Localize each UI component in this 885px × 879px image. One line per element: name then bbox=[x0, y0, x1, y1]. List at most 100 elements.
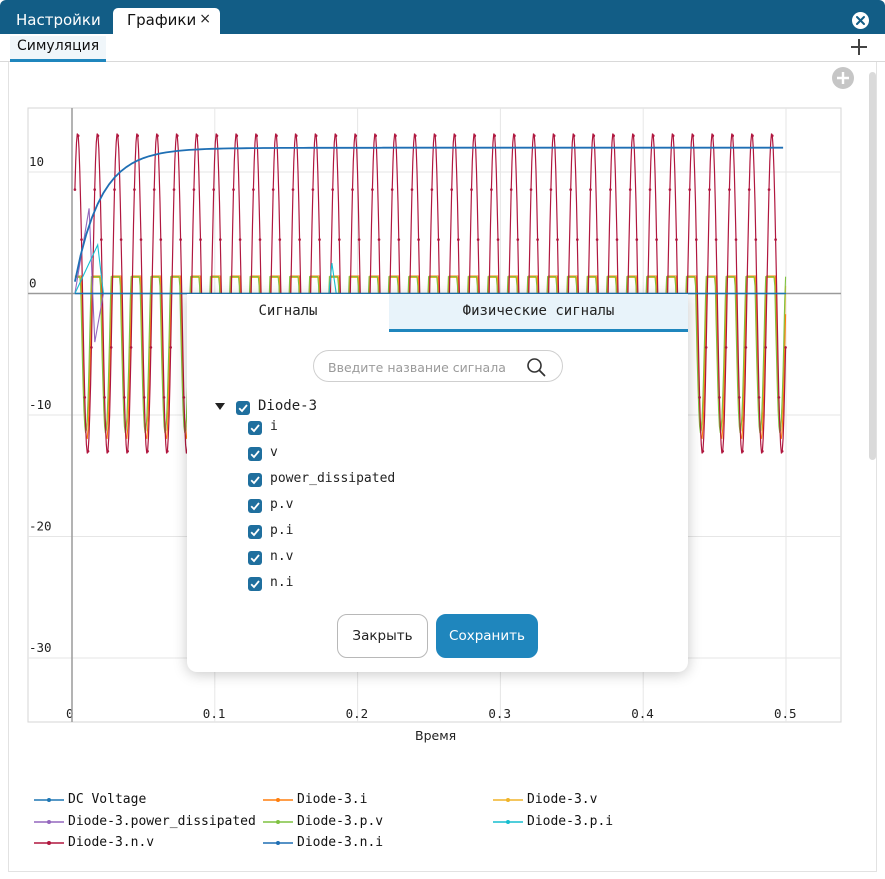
data-point-n-v bbox=[721, 450, 724, 453]
data-point-n-v bbox=[149, 346, 153, 349]
data-point-n-v bbox=[476, 238, 480, 241]
legend-swatch bbox=[263, 798, 293, 802]
data-point-n-v bbox=[453, 134, 457, 137]
data-point-n-v bbox=[688, 188, 691, 191]
data-point-n-v bbox=[496, 238, 500, 241]
data-point-n-v bbox=[417, 238, 420, 241]
add-tab-icon[interactable] bbox=[849, 37, 869, 57]
data-point-n-v bbox=[258, 238, 262, 241]
data-point-n-v bbox=[655, 238, 658, 241]
x-tick-label: 0.1 bbox=[203, 706, 226, 721]
data-point-n-v bbox=[298, 238, 301, 241]
data-point-n-v bbox=[509, 188, 513, 191]
legend-label: DC Voltage bbox=[68, 792, 147, 807]
data-point-n-v bbox=[774, 238, 777, 241]
data-point-n-v bbox=[199, 238, 202, 241]
data-point-n-v bbox=[493, 134, 497, 137]
vertical-scrollbar[interactable] bbox=[869, 72, 876, 460]
data-point-n-v bbox=[152, 188, 156, 191]
x-tick-label: 0.2 bbox=[346, 706, 369, 721]
data-point-n-v bbox=[724, 346, 728, 349]
legend-label: Diode-3.v bbox=[527, 792, 598, 807]
y-tick-label: 10 bbox=[29, 154, 44, 169]
data-point-n-v bbox=[410, 188, 414, 191]
data-point-n-v bbox=[675, 238, 678, 241]
data-point-n-v bbox=[100, 238, 103, 241]
tab-physical-signals[interactable]: Физические сигналы bbox=[389, 294, 688, 332]
data-point-n-v bbox=[668, 188, 672, 191]
save-button[interactable]: Сохранить bbox=[436, 614, 538, 658]
signal-checkbox[interactable] bbox=[248, 577, 262, 591]
data-point-n-v bbox=[714, 238, 718, 241]
expand-caret-icon[interactable] bbox=[215, 403, 225, 410]
data-point-n-v bbox=[271, 188, 275, 191]
data-point-n-v bbox=[767, 188, 771, 191]
tab-graphs[interactable]: Графики × bbox=[113, 8, 220, 34]
data-point-n-v bbox=[351, 188, 354, 191]
data-point-n-v bbox=[255, 134, 258, 137]
data-point-n-v bbox=[96, 134, 100, 137]
data-point-n-v bbox=[136, 134, 139, 137]
data-point-n-v bbox=[357, 238, 361, 241]
top-tab-bar: Настройки Графики × bbox=[0, 0, 885, 34]
checkbox-diode-3[interactable] bbox=[236, 401, 250, 415]
signal-checkbox[interactable] bbox=[248, 447, 262, 461]
data-point-n-v bbox=[159, 238, 163, 241]
tab-settings[interactable]: Настройки bbox=[16, 11, 101, 29]
data-point-n-v bbox=[166, 450, 169, 453]
legend-label: Diode-3.p.v bbox=[297, 813, 384, 829]
data-point-n-v bbox=[430, 188, 434, 191]
plot-panel bbox=[8, 62, 877, 872]
signal-checkbox[interactable] bbox=[248, 421, 262, 435]
legend-label: Diode-3.n.v bbox=[68, 835, 155, 850]
data-point-n-v bbox=[777, 396, 781, 399]
data-point-n-v bbox=[334, 134, 338, 137]
signal-checkbox[interactable] bbox=[248, 473, 262, 487]
signal-checkbox[interactable] bbox=[248, 525, 262, 539]
data-point-n-v bbox=[784, 346, 787, 349]
data-point-n-v bbox=[215, 134, 219, 137]
data-point-n-v bbox=[192, 188, 196, 191]
tab-signals[interactable]: Сигналы bbox=[187, 294, 389, 332]
data-point-n-v bbox=[671, 134, 675, 137]
data-point-n-v bbox=[397, 238, 401, 241]
data-point-n-v bbox=[123, 396, 126, 399]
tab-simulation[interactable]: Симуляция bbox=[10, 36, 107, 62]
data-point-n-v bbox=[133, 188, 136, 191]
data-point-n-v bbox=[106, 450, 110, 453]
data-point-n-v bbox=[698, 396, 701, 399]
legend-label: Diode-3.i bbox=[297, 792, 368, 807]
data-point-n-v bbox=[754, 238, 758, 241]
legend-swatch bbox=[34, 798, 64, 802]
data-point-n-v bbox=[764, 346, 767, 349]
data-point-n-v bbox=[516, 238, 520, 241]
data-point-n-v bbox=[83, 396, 87, 399]
signal-checkbox[interactable] bbox=[248, 551, 262, 565]
x-tick-label: 0.5 bbox=[774, 706, 797, 721]
data-point-n-v bbox=[235, 134, 239, 137]
tab-close-icon[interactable]: × bbox=[199, 11, 211, 27]
data-point-n-v bbox=[691, 134, 695, 137]
data-point-n-v bbox=[169, 346, 172, 349]
data-point-n-v bbox=[295, 134, 298, 137]
data-point-n-v bbox=[73, 188, 77, 191]
data-point-n-v bbox=[390, 188, 394, 191]
data-point-n-v bbox=[572, 134, 576, 137]
x-tick-label: 0.4 bbox=[631, 706, 654, 721]
data-point-n-v bbox=[76, 134, 80, 137]
data-point-n-v bbox=[747, 188, 751, 191]
data-point-n-v bbox=[414, 134, 417, 137]
data-point-n-v bbox=[90, 346, 93, 349]
data-point-n-v bbox=[457, 238, 460, 241]
data-point-n-v bbox=[318, 238, 321, 241]
signal-checkbox[interactable] bbox=[248, 499, 262, 513]
close-button[interactable]: Закрыть bbox=[337, 614, 428, 658]
x-axis-label: Время bbox=[415, 728, 456, 743]
close-window-icon[interactable] bbox=[852, 12, 869, 29]
add-plot-icon[interactable] bbox=[832, 67, 854, 89]
data-point-n-v bbox=[635, 238, 639, 241]
data-point-n-v bbox=[80, 238, 83, 241]
search-icon[interactable] bbox=[526, 357, 546, 377]
data-point-n-v bbox=[252, 188, 255, 191]
signal-search-input[interactable] bbox=[328, 357, 528, 377]
